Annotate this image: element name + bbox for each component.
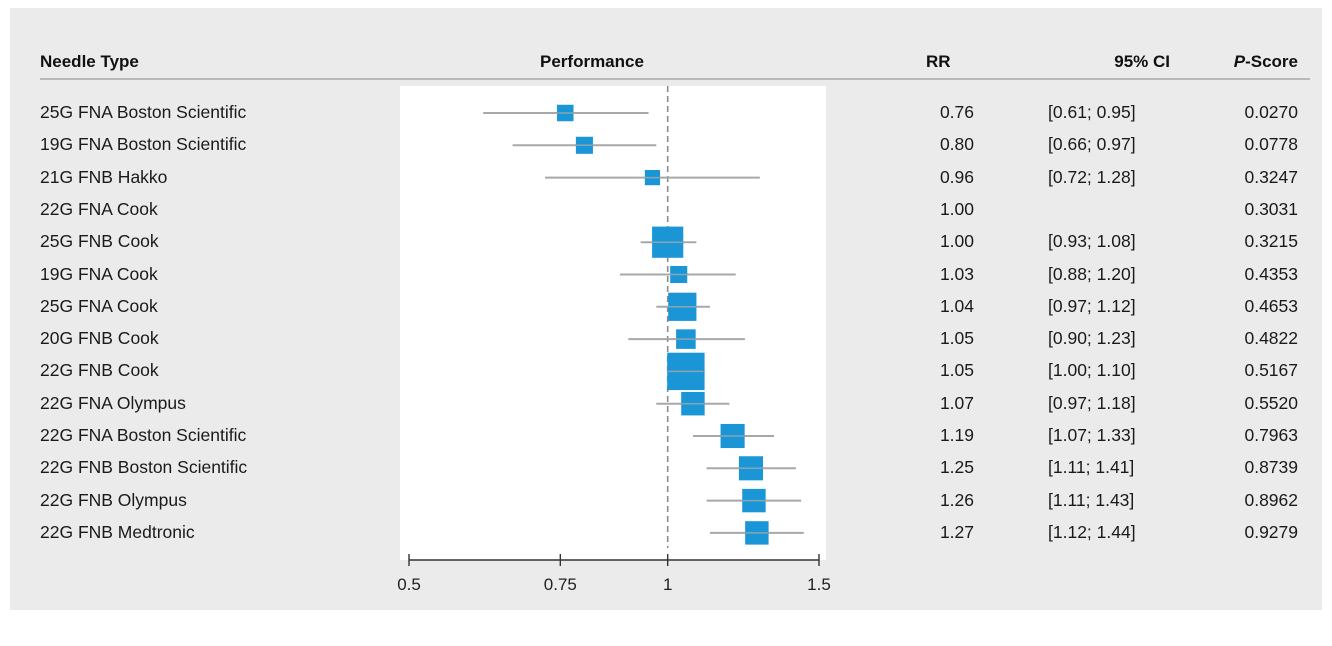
row-rr: 1.05 bbox=[939, 360, 974, 381]
row-ci: [1.12; 1.44] bbox=[1048, 521, 1136, 542]
row-p-score: 0.4353 bbox=[1244, 263, 1298, 284]
row-rr: 1.03 bbox=[939, 263, 974, 284]
row-rr: 0.80 bbox=[939, 134, 974, 155]
row-label: 21G FNB Hakko bbox=[40, 166, 168, 187]
row-label: 19G FNA Cook bbox=[40, 263, 158, 284]
row-p-score: 0.0270 bbox=[1244, 102, 1298, 122]
row-label: 25G FNB Cook bbox=[40, 231, 159, 252]
row-ci: [0.97; 1.18] bbox=[1048, 392, 1136, 413]
header-rr: RR bbox=[926, 52, 951, 71]
x-tick-label: 0.5 bbox=[397, 575, 421, 594]
row-rr: 0.76 bbox=[939, 102, 974, 122]
row-label: 22G FNA Olympus bbox=[40, 392, 186, 413]
row-ci: [1.11; 1.43] bbox=[1048, 489, 1135, 510]
plot-panel: 0.5 0.75 1 1.5 bbox=[397, 86, 831, 594]
x-tick-label: 1 bbox=[663, 575, 672, 594]
row-rr: 1.00 bbox=[939, 231, 974, 252]
row-ci: [0.90; 1.23] bbox=[1048, 328, 1136, 349]
row-rr: 1.04 bbox=[939, 295, 974, 316]
row-ci: [1.07; 1.33] bbox=[1048, 425, 1136, 445]
row-ci: [1.00; 1.10] bbox=[1048, 360, 1136, 381]
header-needle-type: Needle Type bbox=[40, 52, 139, 71]
row-p-score: 0.3215 bbox=[1244, 231, 1298, 252]
row-label: 19G FNA Boston Scientific bbox=[40, 134, 247, 155]
row-p-score: 0.7963 bbox=[1244, 425, 1298, 445]
row-rr: 1.19 bbox=[939, 425, 974, 445]
row-rr: 0.96 bbox=[939, 166, 974, 187]
row-rr: 1.05 bbox=[939, 328, 974, 349]
row-p-score: 0.3031 bbox=[1244, 198, 1298, 219]
header-divider bbox=[40, 78, 1310, 80]
row-rr: 1.07 bbox=[939, 392, 974, 413]
row-label: 22G FNA Boston Scientific bbox=[40, 425, 247, 445]
row-ci: [0.97; 1.12] bbox=[1048, 295, 1136, 316]
forest-plot-svg: 0.5 0.75 1 1.5 bbox=[397, 86, 831, 594]
row-ci: [0.72; 1.28] bbox=[1048, 166, 1136, 187]
row-p-score: 0.5167 bbox=[1244, 360, 1298, 381]
row-rr: 1.00 bbox=[939, 198, 974, 219]
forest-plot-figure: Needle Type Performance RR 95% CI P-Scor… bbox=[10, 8, 1322, 610]
row-label: 22G FNA Cook bbox=[40, 198, 158, 219]
row-ci: [0.66; 0.97] bbox=[1048, 134, 1136, 155]
header-ci: 95% CI bbox=[1114, 52, 1170, 71]
row-label: 20G FNB Cook bbox=[40, 328, 159, 349]
row-rr: 1.27 bbox=[939, 521, 974, 542]
row-p-score: 0.5520 bbox=[1244, 392, 1298, 413]
row-ci: [0.88; 1.20] bbox=[1048, 263, 1136, 284]
x-tick-label: 1.5 bbox=[807, 575, 831, 594]
row-label: 25G FNA Boston Scientific bbox=[40, 102, 247, 122]
row-label: 25G FNA Cook bbox=[40, 295, 158, 316]
header-p-score-italic: P bbox=[1233, 52, 1246, 71]
row-label: 22G FNB Cook bbox=[40, 360, 159, 381]
row-p-score: 0.8739 bbox=[1244, 457, 1298, 478]
row-label: 22G FNB Medtronic bbox=[40, 521, 195, 542]
header-performance: Performance bbox=[540, 52, 644, 71]
row-p-score: 0.4822 bbox=[1244, 328, 1298, 349]
row-p-score: 0.3247 bbox=[1244, 166, 1298, 187]
row-p-score: 0.0778 bbox=[1244, 134, 1298, 155]
row-p-score: 0.8962 bbox=[1244, 489, 1298, 510]
row-ci: [0.93; 1.08] bbox=[1048, 231, 1136, 252]
header-p-score-rest: -Score bbox=[1245, 52, 1298, 71]
row-label: 22G FNB Olympus bbox=[40, 489, 187, 510]
row-p-score: 0.9279 bbox=[1244, 521, 1298, 542]
row-label: 22G FNB Boston Scientific bbox=[40, 457, 248, 478]
row-ci: [0.61; 0.95] bbox=[1048, 102, 1136, 122]
row-p-score: 0.4653 bbox=[1244, 295, 1298, 316]
row-ci: [1.11; 1.41] bbox=[1048, 457, 1135, 478]
x-tick-label: 0.75 bbox=[544, 575, 577, 594]
row-rr: 1.26 bbox=[939, 489, 974, 510]
row-rr: 1.25 bbox=[939, 457, 974, 478]
header-p-score: P-Score bbox=[1190, 52, 1298, 72]
